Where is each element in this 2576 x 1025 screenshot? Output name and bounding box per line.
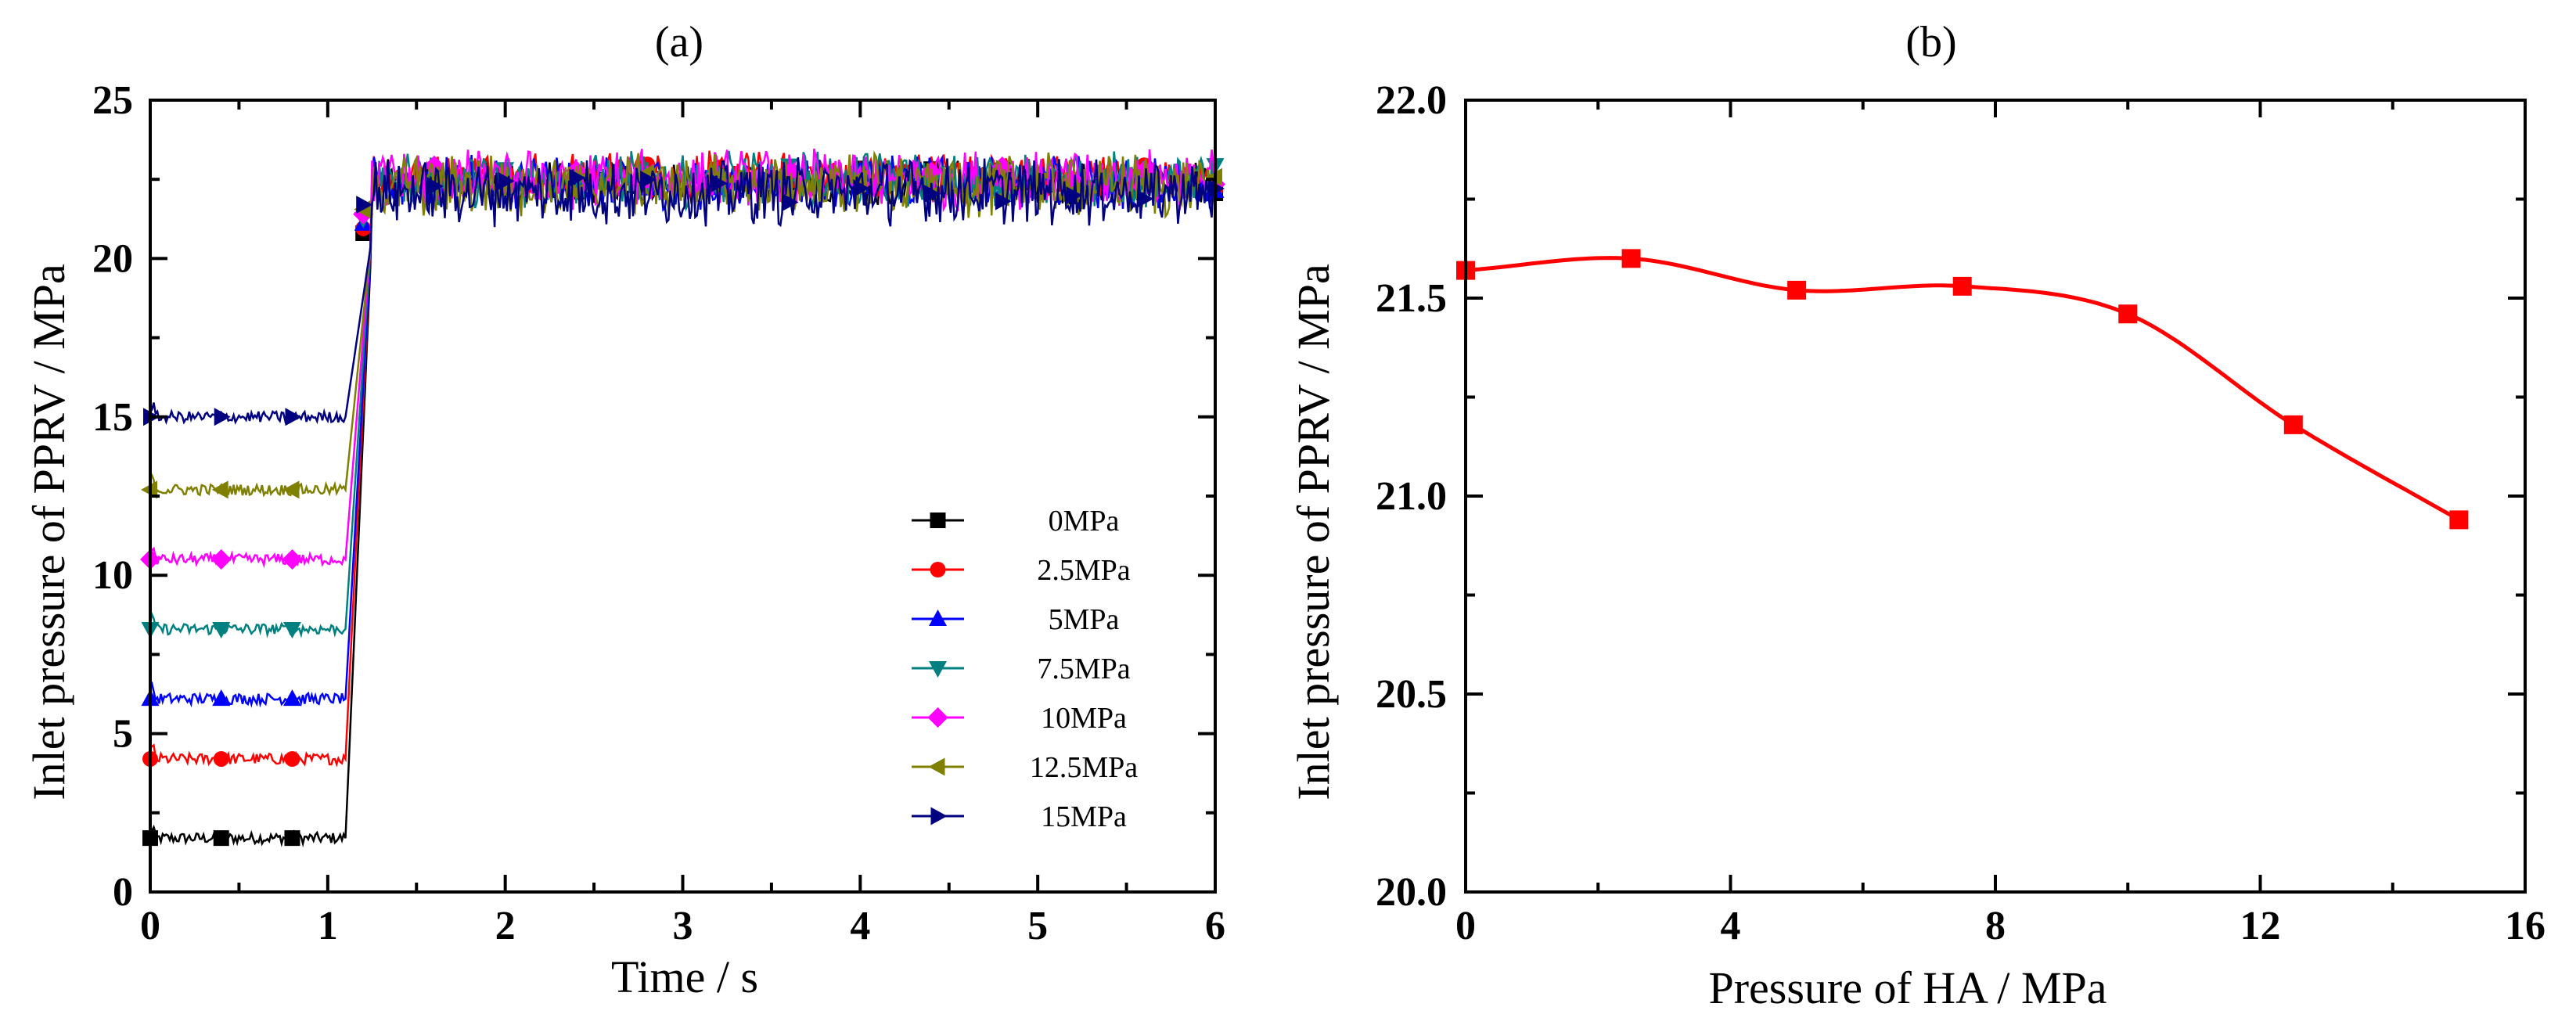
- chart-b-x-tick-label: 4: [1721, 904, 1741, 948]
- series-marker: [1066, 186, 1083, 205]
- legend-marker: [930, 562, 946, 577]
- chart-a-x-tick-label: 6: [1205, 904, 1225, 948]
- chart-a: (a) 0 1 2 3 4 5 6 0 5 10 15 20 25 0MPa 2.5MPa 5MPa 7.5M…: [23, 18, 1225, 1002]
- chart-a-y-tick-label: 0: [113, 870, 133, 915]
- chart-a-x-tick-label: 5: [1027, 904, 1048, 948]
- legend-item: 12.5MPa: [912, 751, 1138, 784]
- chart-b-x-tick-label: 16: [2505, 904, 2545, 948]
- legend-marker: [929, 661, 947, 678]
- series-marker: [282, 622, 301, 639]
- legend-item: 10MPa: [912, 702, 1127, 735]
- series-marker: [640, 170, 657, 189]
- data-point: [1952, 276, 1972, 296]
- chart-a-x-tick-label: 1: [318, 904, 338, 948]
- series-Inlet pressure: [1456, 249, 2469, 530]
- chart-b-x-tick-label: 0: [1455, 904, 1476, 948]
- data-point: [1787, 280, 1807, 300]
- data-point: [2283, 415, 2303, 434]
- chart-b-y-tick-label: 20.0: [1376, 870, 1447, 915]
- chart-b-y-tick-label: 20.5: [1376, 672, 1447, 717]
- series-marker: [282, 548, 303, 570]
- chart-b-y-tick-label: 21.0: [1376, 474, 1447, 519]
- legend-label: 7.5MPa: [1037, 653, 1130, 685]
- series-marker: [1137, 189, 1154, 208]
- series-marker: [498, 171, 515, 190]
- chart-b-x-tick-label: 12: [2240, 904, 2281, 948]
- series-15MPa: [143, 156, 1225, 426]
- legend-item: 15MPa: [912, 800, 1127, 833]
- series-line: [149, 150, 1217, 498]
- data-point: [1621, 249, 1641, 268]
- legend-item: 5MPa: [912, 603, 1120, 636]
- series-marker: [356, 196, 373, 214]
- series-marker: [284, 830, 300, 847]
- series-marker: [284, 750, 300, 767]
- legend-label: 10MPa: [1041, 702, 1127, 735]
- legend-label: 15MPa: [1041, 800, 1127, 833]
- chart-a-y-tick-label: 20: [92, 236, 133, 281]
- chart-b: (b) 0 4 8 12 16 20.0 20.5 21.0 21.5 22.0 Pressure…: [1288, 18, 2545, 1013]
- chart-a-y-tick-label: 15: [92, 395, 133, 440]
- series-marker: [212, 689, 231, 707]
- chart-a-x-tick-label: 0: [140, 904, 160, 948]
- legend-label: 0MPa: [1049, 505, 1120, 538]
- series-marker: [282, 689, 301, 707]
- data-point: [2118, 304, 2138, 324]
- legend-marker: [930, 512, 946, 528]
- legend-marker: [930, 807, 948, 825]
- series-marker: [285, 408, 302, 426]
- chart-b-x-tick-label: 8: [1985, 904, 2006, 948]
- series-0MPa: [142, 159, 1223, 848]
- series-marker: [213, 830, 229, 847]
- series-marker: [924, 185, 941, 203]
- chart-a-legend: 0MPa 2.5MPa 5MPa 7.5MPa 10MPa 12.5MPa 15MPa: [912, 505, 1138, 833]
- chart-a-y-axis-title: Inlet pressure of PPRV / MPa: [23, 264, 74, 800]
- series-marker: [211, 480, 228, 499]
- chart-a-x-tick-label: 3: [673, 904, 693, 948]
- series-marker: [569, 168, 586, 187]
- legend-label: 5MPa: [1049, 603, 1120, 636]
- chart-b-x-axis-title: Pressure of HA / MPa: [1708, 962, 2106, 1013]
- chart-a-axes: 0 1 2 3 4 5 6 0 5 10 15 20 25: [92, 78, 1225, 948]
- chart-b-curves: [1456, 249, 2469, 530]
- legend-label: 12.5MPa: [1030, 751, 1138, 784]
- chart-b-y-tick-label: 22.0: [1376, 78, 1447, 123]
- legend-label: 2.5MPa: [1037, 554, 1130, 587]
- series-marker: [782, 193, 799, 212]
- data-point: [2449, 510, 2469, 530]
- series-marker: [210, 548, 232, 570]
- chart-b-plot-frame: [1464, 99, 2527, 894]
- series-line: [1465, 256, 2460, 522]
- chart-a-curves: [140, 148, 1225, 848]
- legend-marker: [927, 707, 948, 728]
- series-line: [149, 159, 1217, 848]
- chart-b-axes: 0 4 8 12 16 20.0 20.5 21.0 21.5 22.0: [1376, 78, 2545, 948]
- series-marker: [212, 622, 231, 639]
- series-marker: [214, 408, 231, 426]
- chart-b-y-tick-label: 21.5: [1376, 276, 1447, 321]
- chart-a-y-tick-label: 10: [92, 553, 133, 598]
- legend-item: 2.5MPa: [912, 554, 1131, 587]
- chart-a-x-tick-label: 2: [495, 904, 516, 948]
- series-marker: [282, 480, 300, 499]
- series-marker: [711, 174, 728, 192]
- chart-a-y-tick-label: 5: [113, 712, 133, 757]
- chart-a-panel-label: (a): [655, 18, 703, 67]
- series-line: [149, 156, 1217, 426]
- legend-marker: [929, 610, 947, 626]
- series-marker: [853, 179, 870, 198]
- chart-b-panel-label: (b): [1905, 18, 1956, 67]
- chart-a-x-tick-label: 4: [850, 904, 870, 948]
- chart-b-y-axis-title: Inlet pressure of PPRV / MPa: [1288, 264, 1339, 800]
- legend-marker: [928, 757, 945, 776]
- series-marker: [995, 192, 1012, 210]
- legend-item: 7.5MPa: [912, 653, 1131, 685]
- chart-a-x-axis-title: Time / s: [611, 951, 758, 1002]
- legend-item: 0MPa: [912, 505, 1120, 538]
- series-marker: [426, 177, 444, 196]
- chart-a-y-tick-label: 25: [92, 78, 133, 123]
- series-marker: [213, 750, 229, 767]
